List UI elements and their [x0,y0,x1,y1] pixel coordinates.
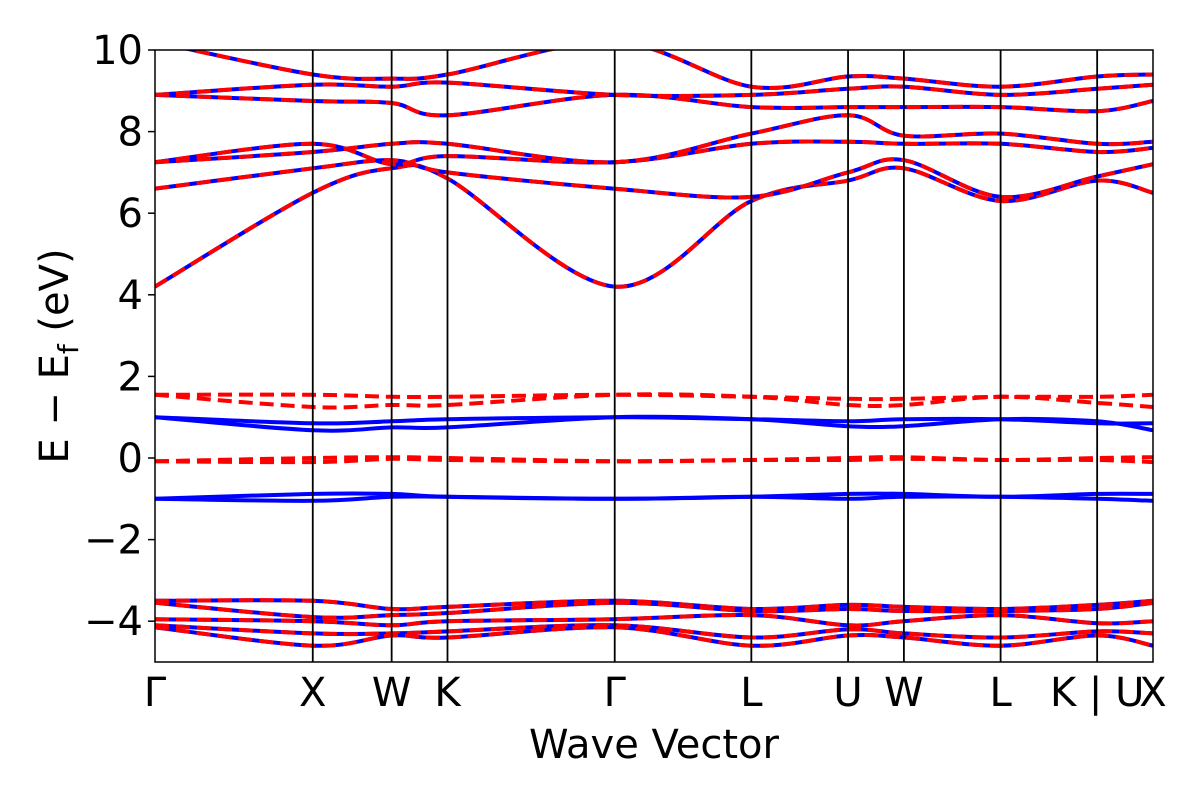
band-spin-up-0 [155,163,1153,289]
kpoint-label-10: X [1139,670,1166,716]
gap-band-spin-down-1 [155,392,1153,410]
band-spin-up-1 [155,157,1153,200]
ytick-label-2: 0 [118,436,143,482]
gap-band-spin-down-2 [155,455,1153,464]
gap-band-spin-up-1 [155,415,1153,426]
band-spin-up-3 [155,113,1153,165]
kpoint-label-7: W [884,670,924,716]
band-spin-down-0 [155,163,1153,289]
band-spin-down-10 [155,623,1153,640]
band-spin-up-4 [155,92,1153,118]
kpoint-label-0: Γ [144,670,167,716]
y-axis-label: E − Ef (eV) [32,248,85,463]
band-spin-down-7 [155,598,1153,612]
gap-band-spin-down-0 [155,392,1153,402]
ytick-label-5: 6 [118,191,143,237]
ytick-label-7: 10 [92,28,143,74]
kpoint-label-8: L [989,670,1012,716]
high-symmetry-lines [311,50,1099,662]
gap-band-spin-down-3 [155,456,1153,465]
y-axis-label-sub: f [52,343,85,354]
plot-frame [154,49,1154,663]
kpoint-label-6: U [833,670,862,716]
gap-band-spin-up-3 [155,494,1153,503]
x-axis-label: Wave Vector [529,722,780,768]
band-spin-down-1 [155,157,1153,200]
band-spin-down-3 [155,113,1153,165]
kpoint-label-9: K | U [1050,670,1144,716]
band-spin-down-11 [155,625,1153,648]
ytick-label-6: 8 [118,110,143,156]
ytick-label-0: −4 [84,599,143,645]
kpoint-label-5: L [740,670,763,716]
kpoint-label-2: W [372,670,412,716]
band-spin-up-6 [183,50,1153,91]
ytick-label-3: 2 [118,354,143,400]
bands-layer [155,50,1153,648]
y-axis-label-main: E − E [32,354,78,464]
kpoint-label-1: X [299,670,326,716]
band-spin-down-9 [155,612,1153,628]
band-spin-down-2 [155,139,1153,167]
band-spin-down-5 [155,80,1153,99]
y-axis-ticks: −4 −2 0 2 4 6 8 10 [84,28,155,645]
band-spin-down-4 [155,92,1153,118]
kpoint-label-3: K [434,670,462,716]
y-axis-label-unit: (eV) [32,248,78,344]
ytick-label-1: −2 [84,518,143,564]
ytick-label-4: 4 [118,273,143,319]
band-spin-down-6 [183,50,1153,91]
kpoint-label-4: Γ [604,670,627,716]
band-spin-down-8 [155,600,1153,620]
